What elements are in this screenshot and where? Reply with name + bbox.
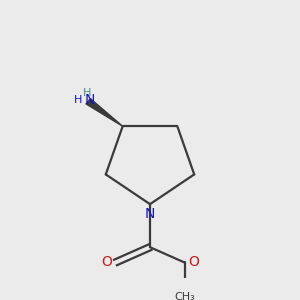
Polygon shape (86, 99, 123, 126)
Text: CH₃: CH₃ (174, 292, 195, 300)
Text: H: H (74, 95, 82, 105)
Text: O: O (188, 256, 199, 269)
Text: O: O (101, 256, 112, 269)
Text: N: N (145, 208, 155, 221)
Text: H: H (83, 88, 92, 98)
Text: N: N (84, 93, 94, 107)
